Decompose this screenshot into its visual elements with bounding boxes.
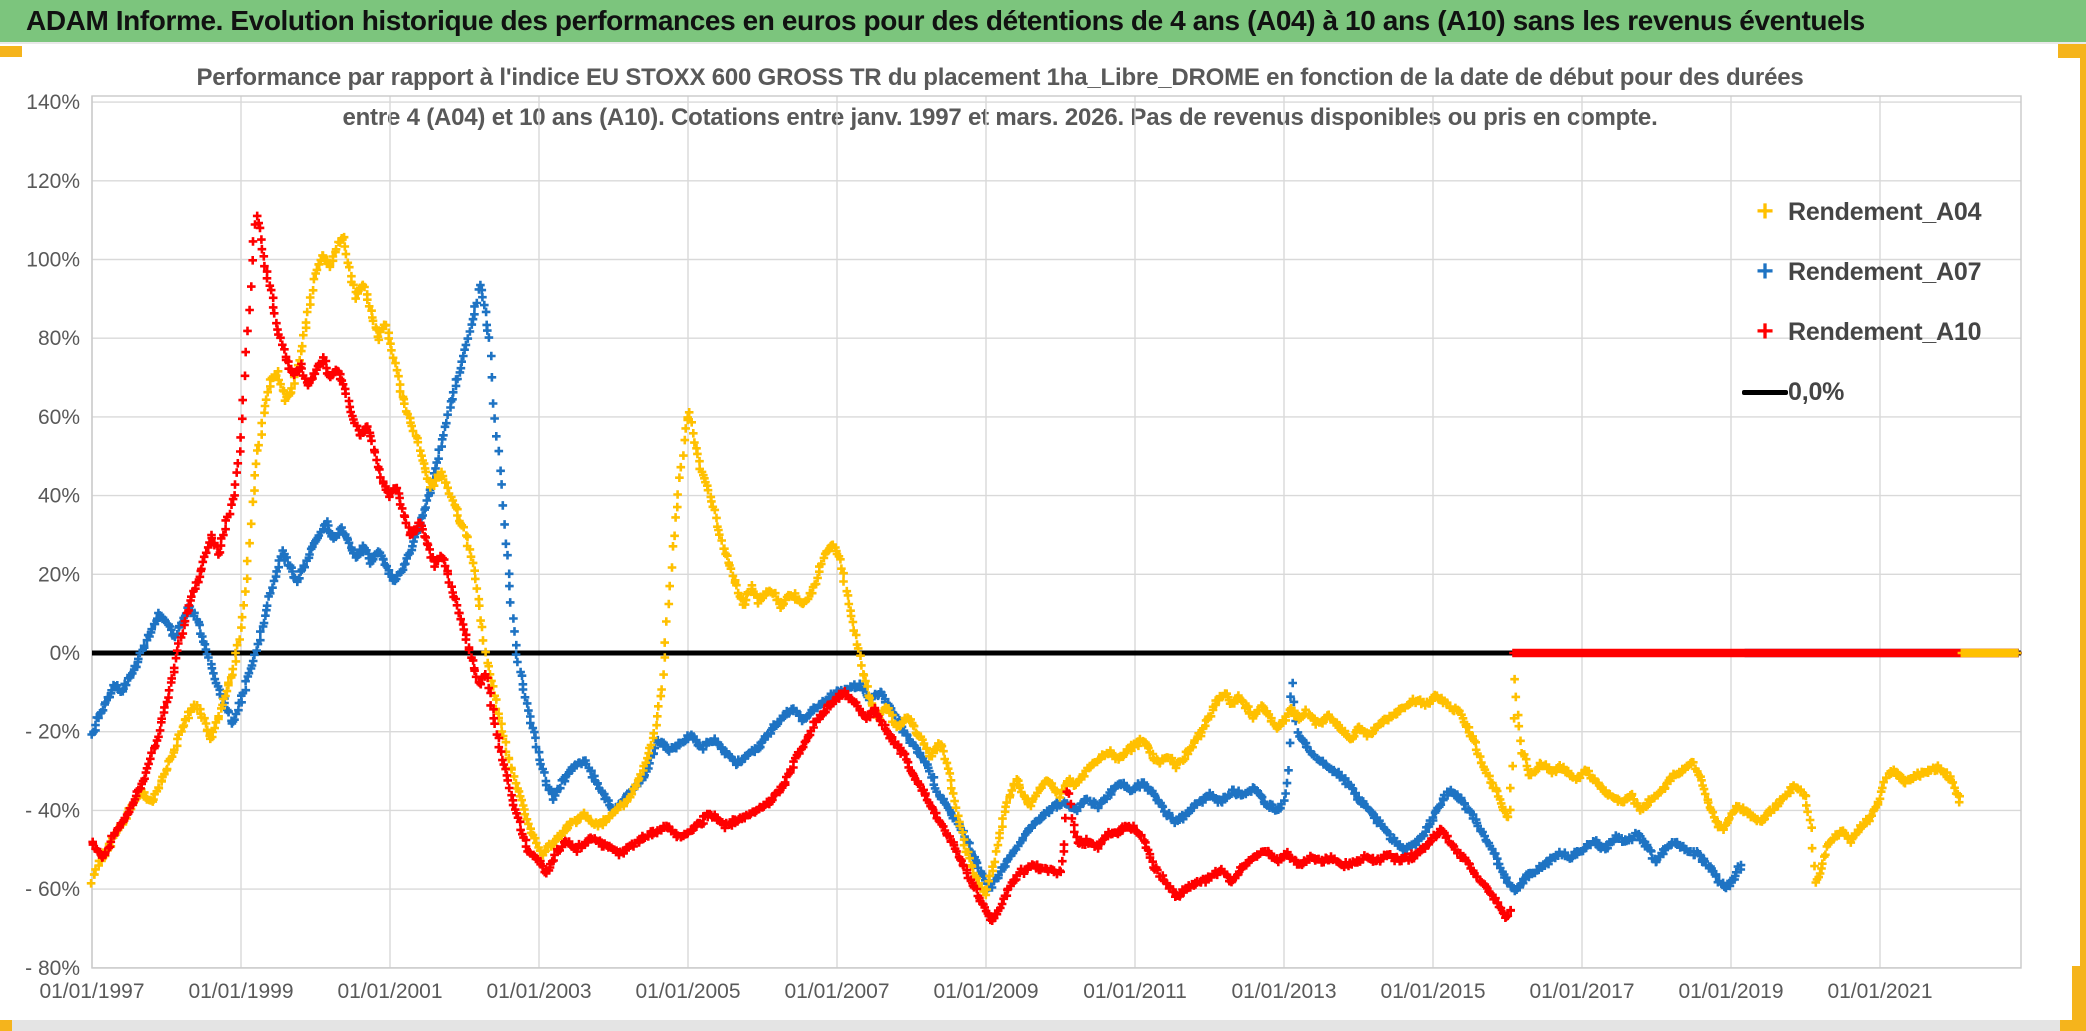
- top-left-amber-tab: [0, 46, 22, 57]
- svg-text:- 60%: - 60%: [25, 878, 80, 901]
- legend-label: Rendement_A04: [1788, 197, 1982, 226]
- svg-text:20%: 20%: [38, 563, 80, 586]
- bottom-left-amber-square: [0, 1020, 12, 1031]
- svg-text:01/01/2017: 01/01/2017: [1529, 980, 1634, 1003]
- svg-text:40%: 40%: [38, 485, 80, 508]
- bottom-gray-band[interactable]: [0, 1020, 2086, 1031]
- bottom-right-amber-square: [2060, 1020, 2086, 1031]
- legend-item-a07[interactable]: + Rendement_A07: [1742, 250, 1981, 294]
- top-right-amber-corner: [2058, 44, 2086, 58]
- chart-legend: + Rendement_A04 + Rendement_A07 + Rendem…: [1742, 190, 1982, 430]
- zero-line-swatch: [1742, 389, 1788, 395]
- header-bar: ADAM Informe. Evolution historique des p…: [0, 0, 2086, 44]
- svg-text:100%: 100%: [26, 249, 80, 272]
- right-amber-strip-wide: [2072, 966, 2086, 1031]
- svg-text:60%: 60%: [38, 406, 80, 429]
- svg-text:- 80%: - 80%: [25, 957, 80, 980]
- svg-text:01/01/2011: 01/01/2011: [1083, 980, 1187, 1003]
- legend-label: 0,0%: [1788, 377, 1845, 406]
- chart-title-line-1: Performance par rapport à l'indice EU ST…: [196, 64, 1804, 91]
- legend-item-a10[interactable]: + Rendement_A10: [1742, 310, 1981, 354]
- page-title: ADAM Informe. Evolution historique des p…: [26, 5, 1865, 36]
- svg-text:- 20%: - 20%: [25, 721, 80, 744]
- svg-text:120%: 120%: [26, 170, 80, 193]
- svg-text:01/01/2021: 01/01/2021: [1827, 980, 1932, 1003]
- svg-text:01/01/2019: 01/01/2019: [1678, 980, 1783, 1003]
- svg-text:01/01/1997: 01/01/1997: [39, 980, 144, 1003]
- svg-text:0%: 0%: [50, 642, 80, 665]
- legend-item-a04[interactable]: + Rendement_A04: [1742, 190, 1981, 234]
- legend-label: Rendement_A10: [1788, 317, 1982, 346]
- chart-title: Performance par rapport à l'indice EU ST…: [150, 58, 1850, 138]
- legend-item-zero-line[interactable]: 0,0%: [1742, 370, 1981, 414]
- svg-text:- 40%: - 40%: [25, 799, 80, 822]
- plus-marker-icon: +: [1756, 195, 1774, 228]
- svg-text:01/01/2009: 01/01/2009: [933, 980, 1038, 1003]
- svg-text:01/01/2001: 01/01/2001: [337, 980, 442, 1003]
- plus-marker-icon: +: [1756, 255, 1774, 288]
- svg-text:01/01/1999: 01/01/1999: [188, 980, 293, 1003]
- svg-text:80%: 80%: [38, 327, 80, 350]
- legend-label: Rendement_A07: [1788, 257, 1982, 286]
- right-amber-strip: [2080, 56, 2086, 968]
- svg-text:140%: 140%: [26, 91, 80, 114]
- svg-text:01/01/2003: 01/01/2003: [486, 980, 591, 1003]
- svg-text:01/01/2013: 01/01/2013: [1231, 980, 1336, 1003]
- svg-text:01/01/2005: 01/01/2005: [635, 980, 740, 1003]
- chart-title-line-2: entre 4 (A04) et 10 ans (A10). Cotations…: [342, 104, 1658, 131]
- svg-text:01/01/2007: 01/01/2007: [784, 980, 889, 1003]
- svg-text:01/01/2015: 01/01/2015: [1380, 980, 1485, 1003]
- plus-marker-icon: +: [1756, 315, 1774, 348]
